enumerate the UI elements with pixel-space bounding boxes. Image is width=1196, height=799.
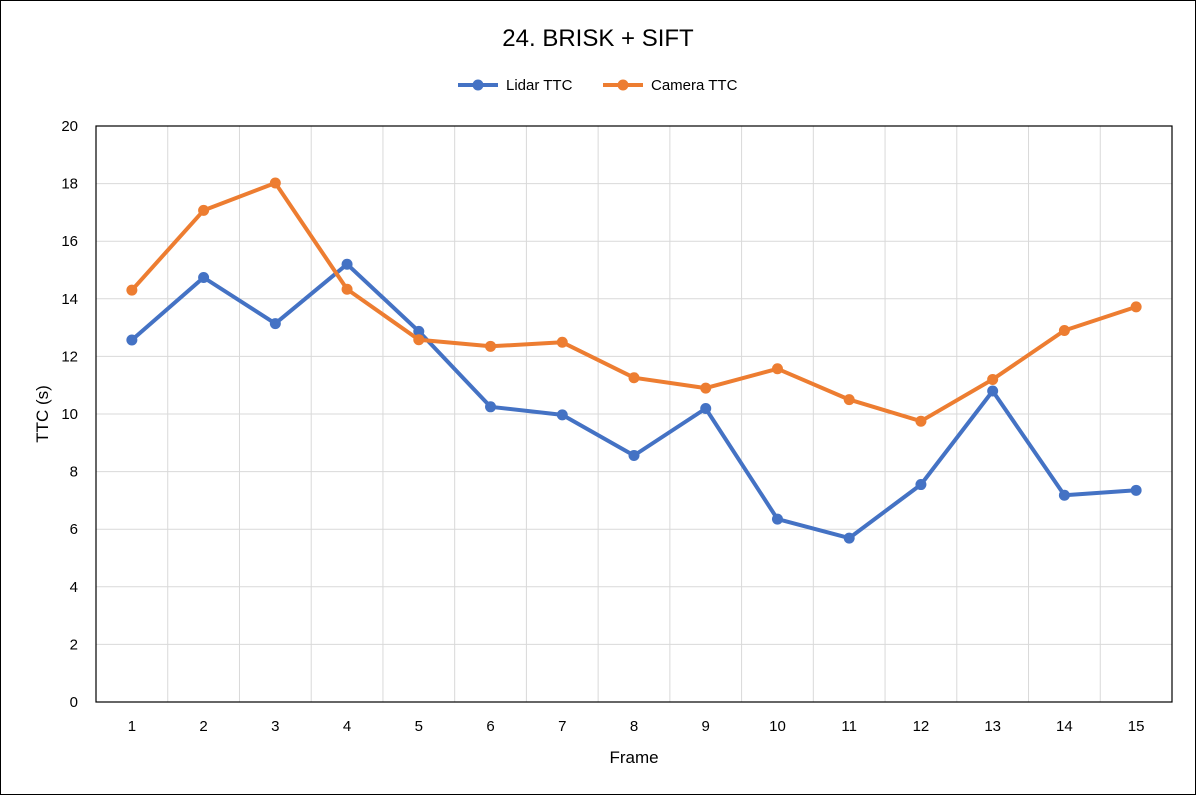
legend-item-camera: Camera TTC [603,77,738,94]
data-point-camera-11 [843,394,855,406]
x-tick-label-11: 12 [913,718,930,735]
legend-marker-lidar [472,79,484,91]
y-tick-label-7: 14 [61,291,78,308]
legend-marker-camera [617,79,629,91]
x-tick-label-0: 1 [128,718,136,735]
series-layer [126,177,1142,544]
x-tick-label-5: 6 [486,718,494,735]
y-tick-label-9: 18 [61,176,78,193]
y-tick-label-1: 2 [70,636,78,653]
data-point-lidar-2 [198,271,210,283]
data-point-camera-15 [1130,301,1142,313]
data-point-lidar-13 [987,385,999,397]
data-point-lidar-15 [1130,484,1142,496]
y-tick-label-6: 12 [61,348,78,365]
data-point-lidar-1 [126,334,138,346]
data-point-camera-9 [700,382,712,394]
data-point-lidar-9 [700,403,712,415]
data-point-camera-3 [269,177,281,189]
legend-label-camera: Camera TTC [651,77,738,94]
x-tick-label-7: 8 [630,718,638,735]
y-axis-label: TTC (s) [33,385,52,443]
chart-title: 24. BRISK + SIFT [502,25,694,52]
data-point-camera-7 [556,336,568,348]
data-point-lidar-14 [1058,489,1070,501]
y-tick-label-4: 8 [70,464,78,481]
data-point-camera-5 [413,334,425,346]
data-point-lidar-7 [556,409,568,421]
data-point-camera-1 [126,284,138,296]
x-axis-ticks: 1 2 3 4 5 6 7 8 9 10 11 12 13 14 15 [128,718,1145,735]
series-line-camera [130,181,1137,424]
x-tick-label-1: 2 [199,718,207,735]
data-point-lidar-8 [628,449,640,461]
x-tick-label-10: 11 [841,718,857,735]
data-point-camera-4 [341,283,353,295]
y-axis-ticks: 0 2 4 6 8 10 12 14 16 18 20 [61,118,78,711]
y-tick-label-5: 10 [61,406,78,423]
series-line-lidar [130,262,1137,541]
series-camera [126,177,1142,427]
data-point-lidar-5 [413,325,425,337]
data-point-lidar-12 [915,479,927,491]
data-point-lidar-4 [341,258,353,270]
data-point-camera-14 [1058,324,1070,336]
x-tick-label-4: 5 [415,718,423,735]
series-lidar [126,258,1142,544]
x-tick-label-9: 10 [769,718,786,735]
x-tick-label-2: 3 [271,718,279,735]
x-tick-label-8: 9 [702,718,710,735]
data-point-camera-2 [198,204,210,216]
data-point-camera-12 [915,415,927,427]
data-point-camera-10 [771,363,783,375]
y-tick-label-3: 6 [70,521,78,538]
data-point-lidar-10 [771,513,783,525]
y-tick-label-8: 16 [61,233,78,250]
y-tick-label-2: 4 [70,579,78,596]
x-tick-label-6: 7 [558,718,566,735]
data-point-lidar-3 [269,318,281,330]
y-tick-label-0: 0 [70,694,78,711]
legend-item-lidar: Lidar TTC [458,77,573,94]
x-tick-label-3: 4 [343,718,351,735]
legend: Lidar TTC Camera TTC [458,77,738,94]
plot-area [95,125,1173,703]
data-point-lidar-6 [485,401,497,413]
data-point-camera-6 [485,340,497,352]
x-tick-label-13: 14 [1056,718,1073,735]
data-point-camera-13 [987,373,999,385]
data-point-lidar-11 [843,532,855,544]
y-tick-label-10: 20 [61,118,78,135]
data-point-camera-8 [628,372,640,384]
x-tick-label-14: 15 [1128,718,1145,735]
x-axis-label: Frame [609,748,658,767]
legend-label-lidar: Lidar TTC [506,77,573,94]
x-tick-label-12: 13 [984,718,1001,735]
